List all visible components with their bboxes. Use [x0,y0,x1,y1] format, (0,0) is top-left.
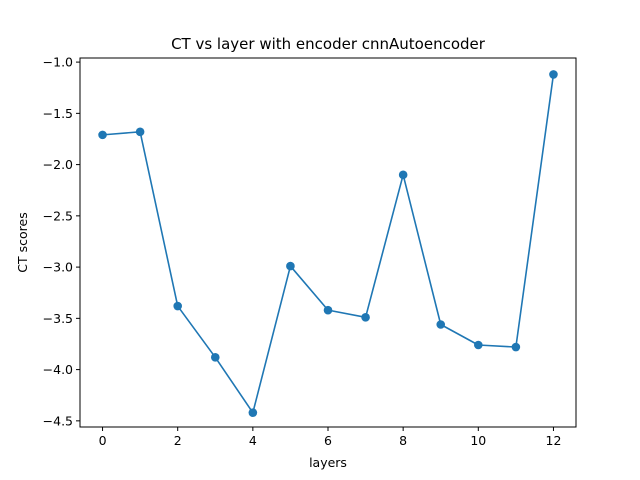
x-tick-label: 10 [470,433,486,448]
data-point [361,313,370,322]
axes-frame [79,57,577,428]
y-tick-label: −3.5 [43,311,73,326]
y-tick-label: −3.0 [43,260,73,275]
x-tick-label: 2 [174,433,182,448]
data-point [549,70,558,79]
x-axis-label: layers [309,455,347,470]
data-point [135,127,145,137]
data-point [398,170,408,180]
data-point [210,353,220,362]
ticks-layer: 0 2 4 6 8 10 12 −1.0 −1.5 −2.0 −2.5 −3.0 −3.5 −4.0 −4.… [43,55,562,448]
axes-background [80,58,576,427]
y-tick-label: −1.0 [43,55,73,70]
plot-area [80,58,576,427]
x-tick-label: 4 [249,433,257,448]
data-point [436,320,446,329]
data-point [474,340,483,350]
data-point [511,342,521,352]
y-axis-label: CT scores [15,212,30,272]
x-tick-label: 12 [546,433,562,448]
data-point [173,301,182,311]
x-tick-label: 6 [324,433,332,448]
data-point [323,305,333,315]
x-tick-label: 0 [99,433,107,448]
y-tick-label: −2.5 [43,208,73,223]
data-point [98,130,107,140]
y-tick-label: −2.0 [43,157,73,172]
x-tick-label: 8 [399,433,407,448]
series-layer [98,70,558,417]
y-tick-label: −1.5 [43,106,73,121]
y-tick-label: −4.5 [43,413,73,428]
chart-title: CT vs layer with encoder cnnAutoencoder [171,35,486,53]
data-point [248,408,258,417]
y-tick-label: −4.0 [43,362,73,377]
data-point [286,261,295,271]
